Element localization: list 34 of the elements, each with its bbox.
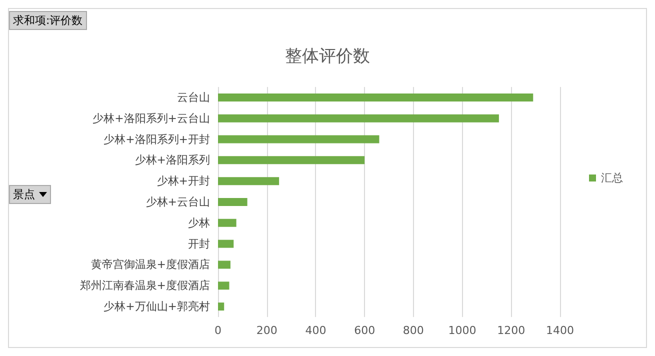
bar (218, 282, 230, 290)
x-tick-label: 800 (402, 324, 424, 337)
bar (218, 135, 380, 144)
text: 求和项:评价数 (9, 11, 87, 30)
bar (218, 114, 499, 122)
bar (218, 177, 280, 186)
y-tick-label: 少林+洛阳系列+云台山 (92, 112, 210, 125)
x-tick-label: 400 (305, 324, 326, 337)
bar (218, 156, 365, 164)
bar (218, 240, 234, 248)
bar (218, 93, 534, 102)
bar (218, 260, 230, 269)
y-axis-title: 景点 (13, 187, 35, 202)
x-tick-label: 1000 (448, 324, 476, 337)
x-tick-label: 1400 (546, 324, 574, 337)
chart-title: 整体评价数 (285, 46, 370, 66)
y-tick-label: 开封 (188, 237, 210, 250)
y-tick-label: 少林+万仙山+郭亮村 (104, 300, 210, 314)
legend-label: 汇总 (601, 172, 623, 184)
y-tick-label: 少林+开封 (156, 174, 210, 188)
y-tick-label: 黄帝宫御温泉+度假酒店 (90, 258, 210, 272)
y-tick-label: 少林 (188, 216, 210, 230)
y-tick-label: 云台山 (177, 90, 210, 104)
x-tick-label: 200 (256, 324, 278, 337)
x-tick-label: 0 (214, 324, 222, 337)
y-tick-label: 郑州江南春温泉+度假酒店 (80, 279, 210, 292)
bar (218, 198, 248, 206)
x-tick-label: 600 (354, 324, 376, 337)
bar (218, 218, 236, 227)
y-tick-label: 少林+洛阳系列 (134, 154, 210, 167)
bar (218, 302, 224, 311)
x-tick-label: 1200 (497, 324, 526, 337)
y-tick-label: 少林+云台山 (146, 196, 210, 208)
y-tick-label: 少林+洛阳系列+开封 (104, 132, 210, 146)
